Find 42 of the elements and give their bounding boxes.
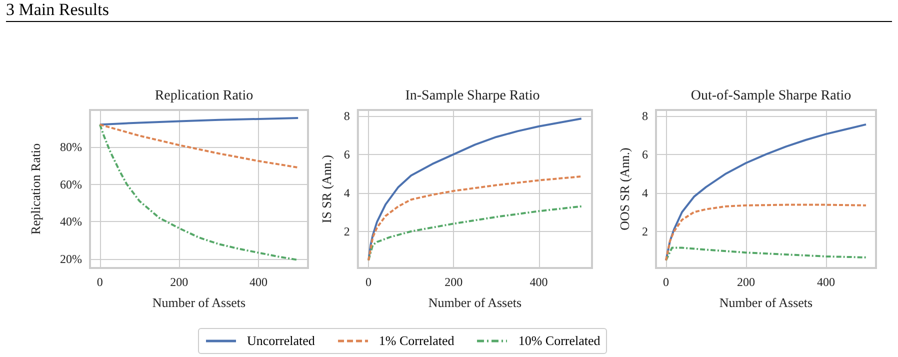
line-series: [368, 175, 582, 262]
x-tick-label: 0: [663, 275, 669, 289]
x-axis-title: Number of Assets: [428, 295, 522, 310]
chart-title: Replication Ratio: [154, 88, 254, 104]
text: 3 Main Results: [6, 0, 892, 22]
x-tick-label: 400: [249, 275, 268, 289]
y-tick-label: 40%: [60, 214, 82, 229]
y-tick-label: 2: [344, 224, 350, 238]
y-tick-label: 8: [344, 108, 350, 123]
y-tick-label: 4: [344, 186, 350, 200]
line-series: [368, 118, 582, 262]
line-series: [368, 205, 582, 262]
y-tick-label: 6: [642, 147, 648, 162]
y-tick-label: 60%: [60, 177, 82, 192]
y-axis-title: OOS SR (Ann.): [617, 148, 632, 230]
x-tick-label: 0: [96, 275, 103, 289]
x-tick-label: 400: [817, 275, 835, 289]
legend-label: Uncorrelated: [247, 333, 315, 349]
x-tick-label: 200: [737, 275, 755, 289]
y-tick-label: 2: [642, 224, 648, 238]
line-series: [665, 204, 867, 262]
chart-title: Out-of-Sample Sharpe Ratio: [690, 88, 852, 104]
x-tick-label: 200: [170, 275, 188, 289]
chart-title: In-Sample Sharpe Ratio: [405, 88, 540, 104]
x-axis-title: Number of Assets: [152, 295, 246, 310]
line-series: [98, 117, 300, 126]
y-tick-label: 6: [344, 147, 350, 162]
y-tick-label: 20%: [60, 252, 82, 266]
y-axis-title: Replication Ratio: [28, 143, 43, 235]
x-tick-label: 200: [444, 275, 463, 289]
legend-label: 1% Correlated: [378, 333, 454, 349]
legend-label: 10% Correlated: [518, 333, 600, 349]
y-tick-label: 80%: [60, 140, 82, 154]
y-tick-label: 4: [642, 186, 648, 200]
line-series: [665, 246, 867, 262]
x-tick-label: 0: [366, 275, 372, 289]
x-tick-label: 400: [530, 275, 548, 289]
x-axis-title: Number of Assets: [719, 295, 813, 310]
y-axis-title: IS SR (Ann.): [319, 154, 334, 224]
line-series: [98, 124, 300, 169]
y-tick-label: 8: [642, 108, 648, 123]
line-series: [98, 124, 300, 261]
